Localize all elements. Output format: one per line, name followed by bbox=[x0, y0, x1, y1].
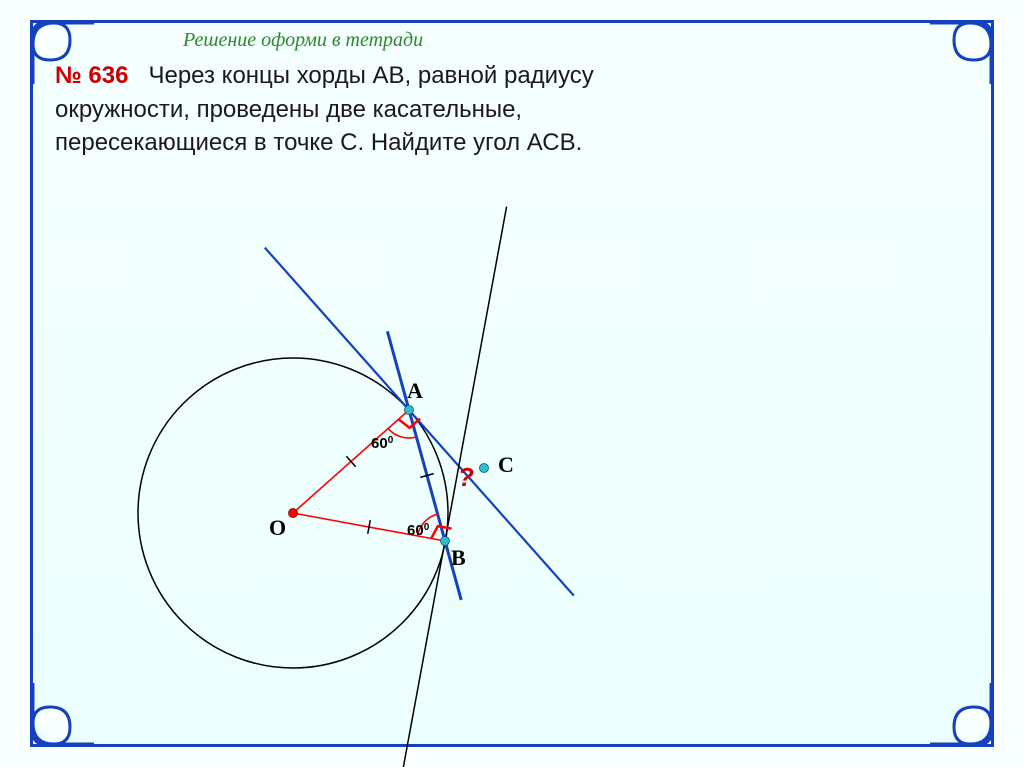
svg-text:?: ? bbox=[458, 462, 474, 492]
corner-bl bbox=[30, 683, 94, 747]
problem-statement: № 636 Через концы хорды АВ, равной радиу… bbox=[55, 59, 969, 160]
instruction-text: Решение оформи в тетради bbox=[183, 29, 423, 52]
problem-text-2: окружности, проведены две касательные, bbox=[55, 96, 522, 123]
svg-text:600: 600 bbox=[407, 522, 430, 540]
problem-text-1: Через концы хорды АВ, равной радиусу bbox=[148, 62, 593, 89]
svg-text:A: A bbox=[407, 378, 423, 403]
problem-text-3: пересекающиеся в точке С. Найдите угол А… bbox=[55, 129, 582, 156]
svg-text:C: C bbox=[498, 452, 514, 477]
svg-text:600: 600 bbox=[371, 435, 394, 453]
decorative-frame: Решение оформи в тетради № 636 Через кон… bbox=[30, 20, 994, 747]
corner-br bbox=[930, 683, 994, 747]
svg-text:B: B bbox=[451, 545, 466, 570]
svg-text:O: O bbox=[269, 515, 286, 540]
geometry-diagram: O A B C 600 600? bbox=[113, 213, 713, 733]
problem-number: № 636 bbox=[55, 62, 128, 89]
